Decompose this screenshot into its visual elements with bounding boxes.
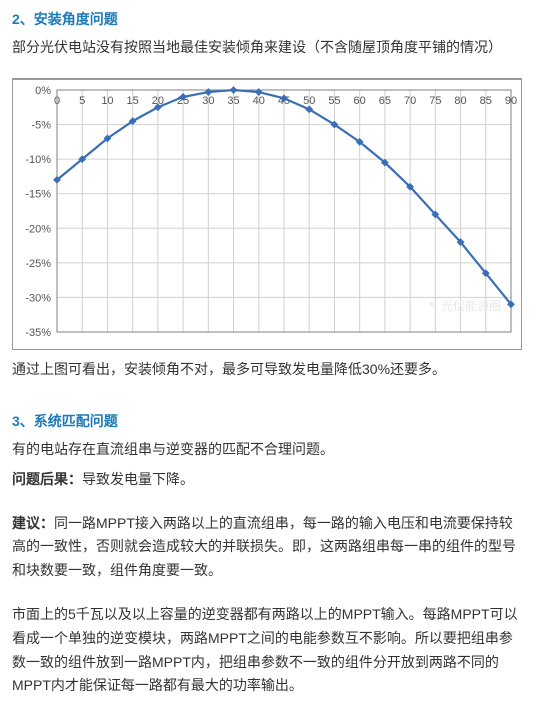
svg-text:85: 85 (480, 95, 492, 107)
svg-text:60: 60 (354, 95, 366, 107)
suggestion-text: 同一路MPPT接入两路以上的直流组串，每一路的输入电压和电流要保持较高的一致性，… (12, 515, 516, 579)
svg-text:-25%: -25% (25, 257, 51, 269)
svg-text:70: 70 (404, 95, 416, 107)
svg-text:0%: 0% (35, 85, 51, 97)
section-3-para2: 市面上的5千瓦以及以上容量的逆变器都有两路以上的MPPT输入。每路MPPT可以看… (12, 603, 522, 698)
svg-text:30: 30 (202, 95, 214, 107)
svg-text:50: 50 (303, 95, 315, 107)
svg-text:✎ 光伏能源圈: ✎ 光伏能源圈 (428, 299, 501, 313)
svg-text:-10%: -10% (25, 154, 51, 166)
section-3-intro: 有的电站存在直流组串与逆变器的匹配不合理问题。 (12, 438, 522, 462)
svg-text:55: 55 (328, 95, 340, 107)
section-3-suggestion: 建议：同一路MPPT接入两路以上的直流组串，每一路的输入电压和电流要保持较高的一… (12, 512, 522, 583)
consequence-label: 问题后果： (12, 471, 82, 487)
svg-text:75: 75 (429, 95, 441, 107)
consequence-text: 导致发电量下降。 (82, 471, 194, 487)
section-2-intro: 部分光伏电站没有按照当地最佳安装倾角来建设（不含随屋顶角度平铺的情况） (12, 36, 522, 60)
tilt-angle-chart: 0%-5%-10%-15%-20%-25%-30%-35%05101520253… (12, 78, 522, 351)
svg-text:10: 10 (101, 95, 113, 107)
svg-text:-5%: -5% (31, 119, 51, 131)
svg-text:15: 15 (127, 95, 139, 107)
section-2-conclusion: 通过上图可看出，安装倾角不对，最多可导致发电量降低30%还要多。 (12, 358, 522, 382)
svg-text:-30%: -30% (25, 292, 51, 304)
section-3-title: 3、系统匹配问题 (12, 410, 522, 434)
svg-text:5: 5 (79, 95, 85, 107)
svg-text:-35%: -35% (25, 327, 51, 339)
svg-text:40: 40 (253, 95, 265, 107)
svg-text:80: 80 (454, 95, 466, 107)
chart-svg: 0%-5%-10%-15%-20%-25%-30%-35%05101520253… (13, 80, 521, 342)
svg-text:65: 65 (379, 95, 391, 107)
suggestion-label: 建议： (12, 515, 54, 531)
svg-text:-20%: -20% (25, 223, 51, 235)
svg-text:-15%: -15% (25, 188, 51, 200)
section-3-consequence: 问题后果：导致发电量下降。 (12, 468, 522, 492)
section-2-title: 2、安装角度问题 (12, 8, 522, 32)
svg-text:35: 35 (227, 95, 239, 107)
